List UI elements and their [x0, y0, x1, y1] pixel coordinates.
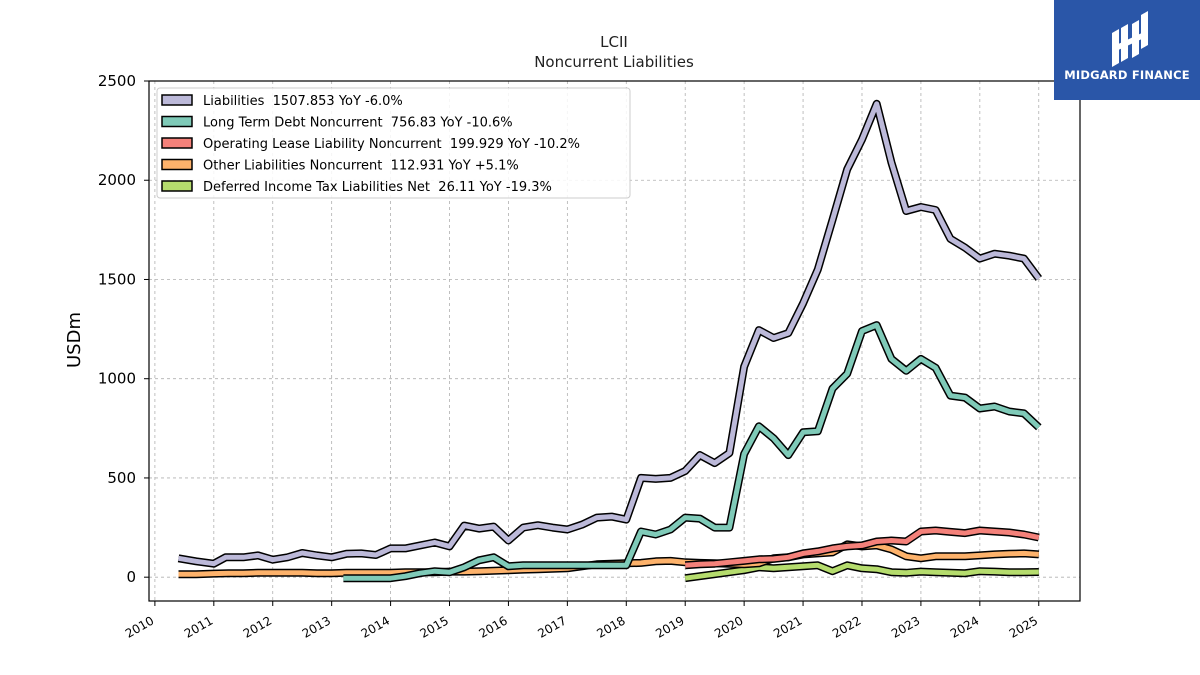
- x-tick-label: 2017: [535, 613, 568, 640]
- series-line: [178, 101, 1041, 567]
- x-tick-label: 2024: [948, 613, 981, 640]
- y-axis-label: USDm: [64, 312, 85, 368]
- y-tick-label: 1500: [98, 270, 136, 288]
- series-line: [343, 322, 1041, 581]
- x-axis-ticks: 2010 2011 2012 2013 2014 2015 2016 2017 2018 2019…: [123, 601, 1040, 641]
- legend-label: Liabilities 1507.853 YoY -6.0%: [203, 94, 403, 109]
- legend-swatch: [161, 137, 193, 149]
- y-tick-label: 2000: [98, 171, 136, 189]
- x-tick-label: 2025: [1007, 613, 1040, 640]
- legend-swatch: [161, 180, 193, 192]
- x-tick-label: 2020: [712, 613, 745, 640]
- series-line: [685, 528, 1040, 568]
- x-tick-label: 2019: [653, 613, 686, 640]
- y-tick-label: 500: [107, 469, 136, 487]
- legend-box: [156, 87, 631, 199]
- legend-label: Operating Lease Liability Noncurrent 199…: [203, 137, 580, 152]
- y-tick-label: 1000: [98, 370, 136, 388]
- plot-frame: [148, 80, 1081, 602]
- brand-logo: MIDGARD FINANCE: [1054, 0, 1200, 100]
- x-tick-label: 2023: [889, 613, 922, 640]
- x-tick-label: 2018: [594, 613, 627, 640]
- x-tick-label: 2021: [771, 613, 804, 640]
- x-tick-label: 2012: [241, 613, 274, 640]
- brand-mark-icon: [1112, 11, 1148, 67]
- x-tick-label: 2013: [300, 613, 333, 640]
- series-line: [684, 562, 1039, 581]
- y-tick-label: 2500: [98, 72, 136, 90]
- x-tick-label: 2015: [418, 613, 451, 640]
- x-tick-label: 2011: [182, 613, 215, 640]
- legend-swatch: [161, 158, 193, 171]
- legend-label: Long Term Debt Noncurrent 756.83 YoY -10…: [203, 116, 513, 131]
- y-axis-ticks: 0 500 1000 1500 2000 2500: [98, 72, 149, 586]
- y-tick-label: 0: [126, 568, 136, 586]
- x-tick-label: 2014: [359, 613, 392, 640]
- brand-name: MIDGARD FINANCE: [1064, 68, 1190, 82]
- legend-swatch: [161, 115, 193, 128]
- chart-title: LCII: [600, 33, 628, 51]
- series-line-outline: [343, 321, 1042, 583]
- x-tick-label: 2022: [830, 613, 863, 640]
- legend-label: Deferred Income Tax Liabilities Net 26.1…: [203, 180, 552, 195]
- legend-label: Other Liabilities Noncurrent 112.931 YoY…: [203, 159, 519, 174]
- x-tick-label: 2010: [123, 613, 156, 640]
- legend-swatch: [161, 94, 193, 106]
- legend: Liabilities 1507.853 YoY -6.0% Long Term …: [156, 87, 631, 199]
- chart-subtitle: Noncurrent Liabilities: [534, 53, 694, 71]
- series-lines: [177, 99, 1043, 583]
- x-tick-label: 2016: [476, 613, 509, 640]
